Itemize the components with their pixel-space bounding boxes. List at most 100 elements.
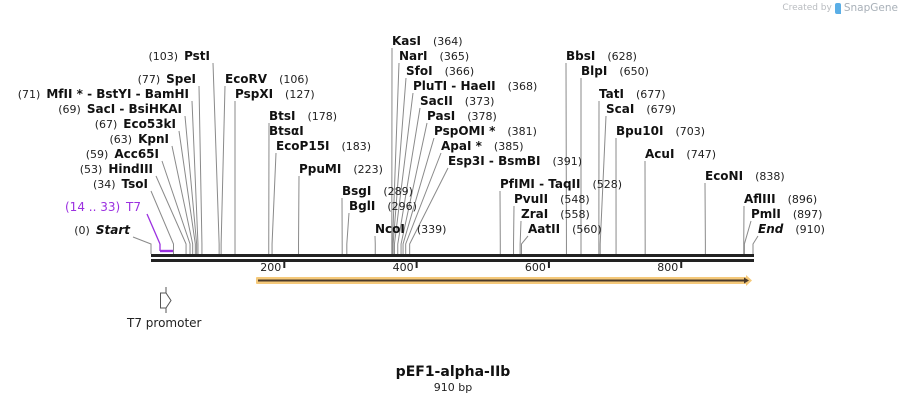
site-name-zrai[interactable]: ZraI bbox=[521, 207, 548, 221]
site-name-tsoi[interactable]: TsoI bbox=[122, 177, 148, 191]
restriction-site[interactable]: SfoI (366) bbox=[406, 64, 474, 78]
restriction-site[interactable]: AatII (560) bbox=[528, 222, 602, 236]
site-labels[interactable]: Start(0) TsoI(34)HindIII(53)Acc65I(59)Kpn… bbox=[18, 34, 825, 237]
site-name-bsgi[interactable]: BsgI bbox=[342, 184, 371, 198]
restriction-site[interactable]: KasI (364) bbox=[392, 34, 463, 48]
site-position: (69) bbox=[58, 103, 81, 116]
site-name-ecop15i[interactable]: EcoP15I bbox=[276, 139, 330, 153]
site-name-btsi[interactable]: BtsI bbox=[269, 109, 296, 123]
site-name-saci-bsihkai[interactable]: SacI - BsiHKAI bbox=[87, 102, 182, 116]
site-name-acc65i[interactable]: Acc65I bbox=[114, 147, 159, 161]
site-name-kasi[interactable]: KasI bbox=[392, 34, 421, 48]
restriction-site[interactable]: ZraI (558) bbox=[521, 207, 590, 221]
site-name-econi[interactable]: EcoNI bbox=[705, 169, 743, 183]
restriction-site[interactable]: BlpI (650) bbox=[581, 64, 649, 78]
restriction-site[interactable]: TatI (677) bbox=[599, 87, 666, 101]
restriction-site[interactable]: PspOMI * (381) bbox=[434, 124, 537, 138]
site-name-mfii-bstyi-bamhi[interactable]: MfII * - BstYI - BamHI bbox=[46, 87, 189, 101]
restriction-site[interactable]: Acc65I (59) bbox=[86, 147, 159, 161]
restriction-site[interactable]: AflIII (896) bbox=[744, 192, 817, 206]
site-leader-line bbox=[397, 107, 421, 254]
restriction-site[interactable]: EcoP15I (183) bbox=[276, 139, 371, 153]
restriction-site[interactable]: SacII (373) bbox=[420, 94, 494, 108]
site-position: (183) bbox=[342, 140, 372, 153]
restriction-site[interactable]: HindIII (53) bbox=[80, 162, 153, 176]
restriction-site[interactable]: AcuI (747) bbox=[645, 147, 716, 161]
orf-arrow[interactable] bbox=[256, 275, 752, 286]
restriction-site[interactable]: MfII * - BstYI - BamHI (71) bbox=[18, 87, 189, 101]
site-position: (548) bbox=[560, 193, 590, 206]
restriction-site[interactable]: End (910) bbox=[758, 222, 825, 236]
restriction-site[interactable]: PfIMI - TaqII (528) bbox=[500, 177, 622, 191]
restriction-site[interactable]: NcoI (339) bbox=[375, 222, 446, 236]
site-name-esp3i-bsmbi[interactable]: Esp3I - BsmBI bbox=[448, 154, 540, 168]
site-name-hindiii[interactable]: HindIII bbox=[108, 162, 153, 176]
feature-label-t7-promoter: T7 promoter bbox=[126, 316, 202, 330]
site-name-ncoi[interactable]: NcoI bbox=[375, 222, 405, 236]
restriction-site[interactable]: BbsI (628) bbox=[566, 49, 637, 63]
restriction-site[interactable]: ApaI * (385) bbox=[441, 139, 524, 153]
site-name-pspomi-[interactable]: PspOMI * bbox=[434, 124, 496, 138]
site-position: (838) bbox=[755, 170, 785, 183]
site-name-pfimi-taqii[interactable]: PfIMI - TaqII bbox=[500, 177, 580, 191]
site-position: (381) bbox=[507, 125, 537, 138]
restriction-site[interactable]: KpnI (63) bbox=[110, 132, 170, 146]
site-name-scai[interactable]: ScaI bbox=[606, 102, 634, 116]
site-name-spei[interactable]: SpeI bbox=[166, 72, 196, 86]
site-name-aatii[interactable]: AatII bbox=[528, 222, 560, 236]
restriction-site[interactable]: PpuMI (223) bbox=[299, 162, 383, 176]
site-name-pluti-haeii[interactable]: PluTI - HaeII bbox=[413, 79, 496, 93]
site-name-kpni[interactable]: KpnI bbox=[138, 132, 169, 146]
site-name-afliii[interactable]: AflIII bbox=[744, 192, 776, 206]
site-name-ppumi[interactable]: PpuMI bbox=[299, 162, 341, 176]
restriction-site[interactable]: PspXI (127) bbox=[235, 87, 315, 101]
restriction-site[interactable]: PasI (378) bbox=[427, 109, 497, 123]
site-name-sacii[interactable]: SacII bbox=[420, 94, 453, 108]
restriction-site[interactable]: PmlI (897) bbox=[751, 207, 822, 221]
restriction-site[interactable]: BsgI (289) bbox=[342, 184, 413, 198]
restriction-site[interactable]: PvuII (548) bbox=[514, 192, 590, 206]
site-name-eco53ki[interactable]: Eco53kI bbox=[123, 117, 176, 131]
site-name-apai-[interactable]: ApaI * bbox=[441, 139, 483, 153]
restriction-site[interactable]: BtsαI bbox=[269, 124, 304, 138]
site-leader-line bbox=[405, 152, 442, 254]
site-name-bbsi[interactable]: BbsI bbox=[566, 49, 595, 63]
restriction-site[interactable]: SpeI (77) bbox=[138, 72, 196, 86]
restriction-site[interactable]: Start (0) bbox=[74, 223, 131, 237]
site-name-tati[interactable]: TatI bbox=[599, 87, 624, 101]
restriction-site[interactable]: PstI (103) bbox=[148, 49, 210, 63]
site-name-pvuii[interactable]: PvuII bbox=[514, 192, 548, 206]
restriction-site[interactable]: NarI (365) bbox=[399, 49, 469, 63]
site-position: (650) bbox=[619, 65, 649, 78]
site-leader-line bbox=[393, 92, 414, 254]
site-name-start[interactable]: Start bbox=[96, 223, 131, 237]
site-name-blpi[interactable]: BlpI bbox=[581, 64, 607, 78]
site-name-bgli[interactable]: BglI bbox=[349, 199, 375, 213]
restriction-site[interactable]: BtsI (178) bbox=[269, 109, 337, 123]
site-name-end[interactable]: End bbox=[758, 222, 784, 236]
restriction-site[interactable]: TsoI (34) bbox=[93, 177, 148, 191]
site-name-bts-i[interactable]: BtsαI bbox=[269, 124, 304, 138]
t7-promoter-feature[interactable] bbox=[160, 287, 172, 313]
site-name-pspxi[interactable]: PspXI bbox=[235, 87, 273, 101]
site-name-sfoi[interactable]: SfoI bbox=[406, 64, 433, 78]
snapgene-logo-icon bbox=[834, 2, 841, 14]
site-name-psti[interactable]: PstI bbox=[184, 49, 210, 63]
site-name-pmli[interactable]: PmlI bbox=[751, 207, 781, 221]
restriction-site[interactable]: SacI - BsiHKAI (69) bbox=[58, 102, 182, 116]
site-name-nari[interactable]: NarI bbox=[399, 49, 428, 63]
restriction-site[interactable]: PluTI - HaeII (368) bbox=[413, 79, 537, 93]
site-name-pasi[interactable]: PasI bbox=[427, 109, 455, 123]
site-leader-line bbox=[391, 62, 400, 254]
restriction-site[interactable]: EcoRV (106) bbox=[225, 72, 309, 86]
site-name-ecorv[interactable]: EcoRV bbox=[225, 72, 268, 86]
restriction-site[interactable]: Bpu10I (703) bbox=[616, 124, 705, 138]
restriction-site[interactable]: Eco53kI (67) bbox=[95, 117, 176, 131]
site-name-bpu10i[interactable]: Bpu10I bbox=[616, 124, 663, 138]
restriction-site[interactable]: Esp3I - BsmBI (391) bbox=[448, 154, 582, 168]
restriction-site[interactable]: BglI (296) bbox=[349, 199, 417, 213]
primer-label[interactable]: T7 bbox=[125, 200, 141, 214]
restriction-site[interactable]: ScaI (679) bbox=[606, 102, 676, 116]
restriction-site[interactable]: EcoNI (838) bbox=[705, 169, 785, 183]
site-name-acui[interactable]: AcuI bbox=[645, 147, 674, 161]
